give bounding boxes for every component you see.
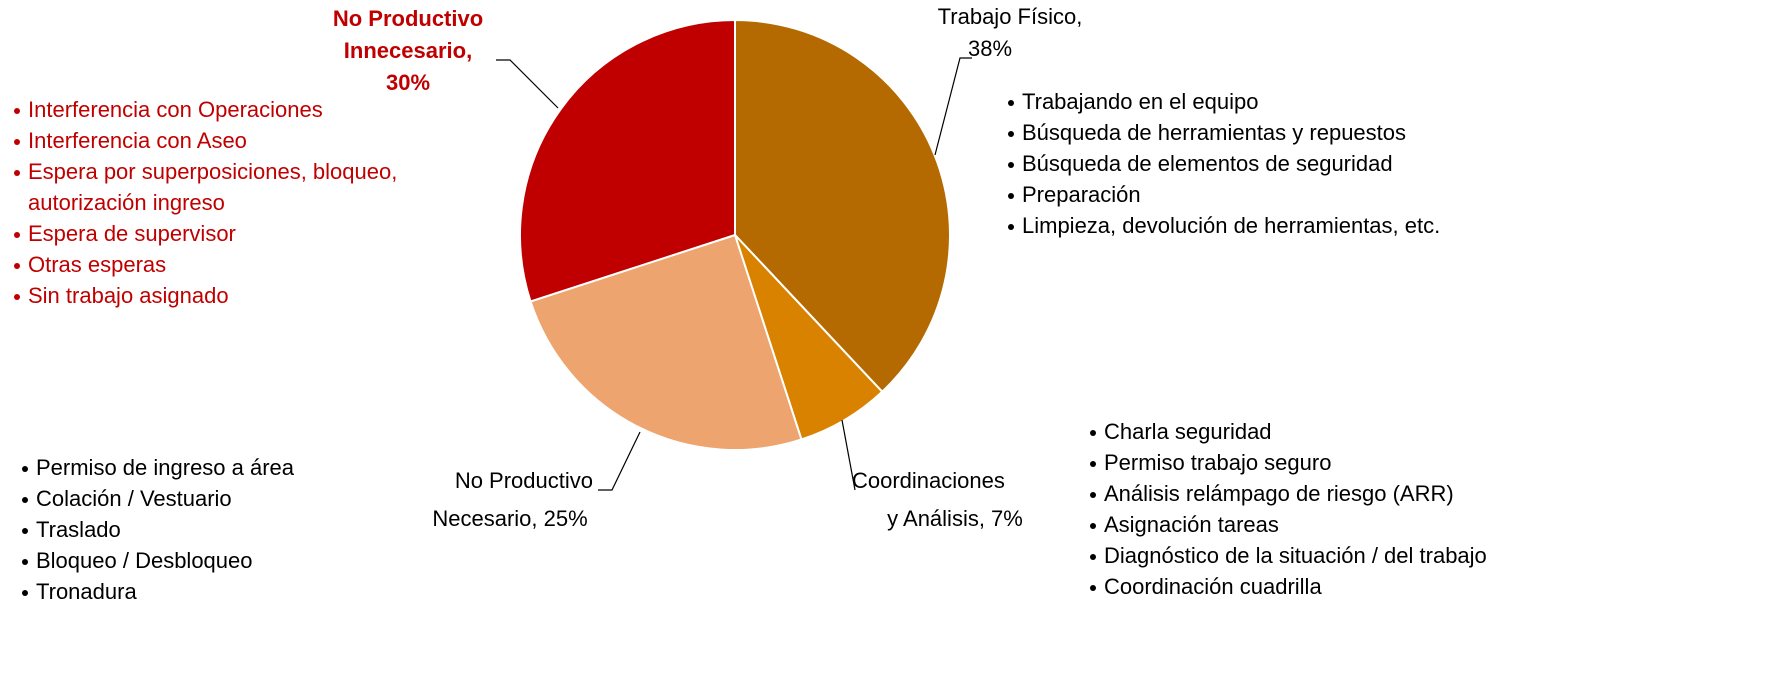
note-item: Colación / Vestuario <box>36 486 232 511</box>
note-item: Traslado <box>36 517 121 542</box>
bullet <box>14 294 20 300</box>
note-item: Permiso de ingreso a área <box>36 455 295 480</box>
slice-label: No Productivo <box>455 468 593 493</box>
slice-label: Necesario, 25% <box>432 506 587 531</box>
bullet <box>22 528 28 534</box>
note-item: Interferencia con Aseo <box>28 128 247 153</box>
slice-label: 30% <box>386 70 430 95</box>
bullet <box>1090 430 1096 436</box>
note-item: Sin trabajo asignado <box>28 283 229 308</box>
slice-label: No Productivo <box>333 6 483 31</box>
note-item: Espera de supervisor <box>28 221 236 246</box>
note-item: Búsqueda de elementos de seguridad <box>1022 151 1393 176</box>
bullet <box>22 590 28 596</box>
note-item: Análisis relámpago de riesgo (ARR) <box>1104 481 1454 506</box>
bullet <box>1090 492 1096 498</box>
note-item: Interferencia con Operaciones <box>28 97 323 122</box>
note-item: autorización ingreso <box>28 190 225 215</box>
bullet <box>1008 162 1014 168</box>
note-item: Preparación <box>1022 182 1141 207</box>
bullet <box>14 139 20 145</box>
bullet <box>1090 461 1096 467</box>
bullet <box>14 232 20 238</box>
bullet <box>22 497 28 503</box>
note-item: Tronadura <box>36 579 137 604</box>
note-item: Otras esperas <box>28 252 166 277</box>
slice-label: y Análisis, 7% <box>887 506 1023 531</box>
note-item: Espera por superposiciones, bloqueo, <box>28 159 397 184</box>
slice-label: Innecesario, <box>344 38 472 63</box>
bullet <box>1090 554 1096 560</box>
bullet <box>22 559 28 565</box>
leader-line <box>598 431 641 491</box>
leader-line <box>496 59 559 109</box>
pie-slice <box>734 18 951 394</box>
note-item: Diagnóstico de la situación / del trabaj… <box>1104 543 1487 568</box>
bullet <box>22 466 28 472</box>
bullet <box>1090 585 1096 591</box>
bullet <box>14 108 20 114</box>
bullet <box>14 170 20 176</box>
pie-slice <box>529 233 803 451</box>
bullet <box>1090 523 1096 529</box>
bullet <box>1008 193 1014 199</box>
slice-label: Trabajo Físico, <box>938 4 1083 29</box>
note-item: Charla seguridad <box>1104 419 1272 444</box>
leader-line <box>934 57 972 156</box>
bullet <box>1008 100 1014 106</box>
slice-label: Coordinaciones <box>852 468 1005 493</box>
pie-slice <box>519 18 736 303</box>
note-item: Limpieza, devolución de herramientas, et… <box>1022 213 1440 238</box>
bullet <box>14 263 20 269</box>
note-item: Permiso trabajo seguro <box>1104 450 1331 475</box>
bullet <box>1008 131 1014 137</box>
note-item: Búsqueda de herramientas y repuestos <box>1022 120 1406 145</box>
slice-label: 38% <box>968 36 1012 61</box>
note-item: Coordinación cuadrilla <box>1104 574 1322 599</box>
note-item: Trabajando en el equipo <box>1022 89 1258 114</box>
note-item: Asignación tareas <box>1104 512 1279 537</box>
bullet <box>1008 224 1014 230</box>
leader-line <box>841 419 856 491</box>
note-item: Bloqueo / Desbloqueo <box>36 548 253 573</box>
